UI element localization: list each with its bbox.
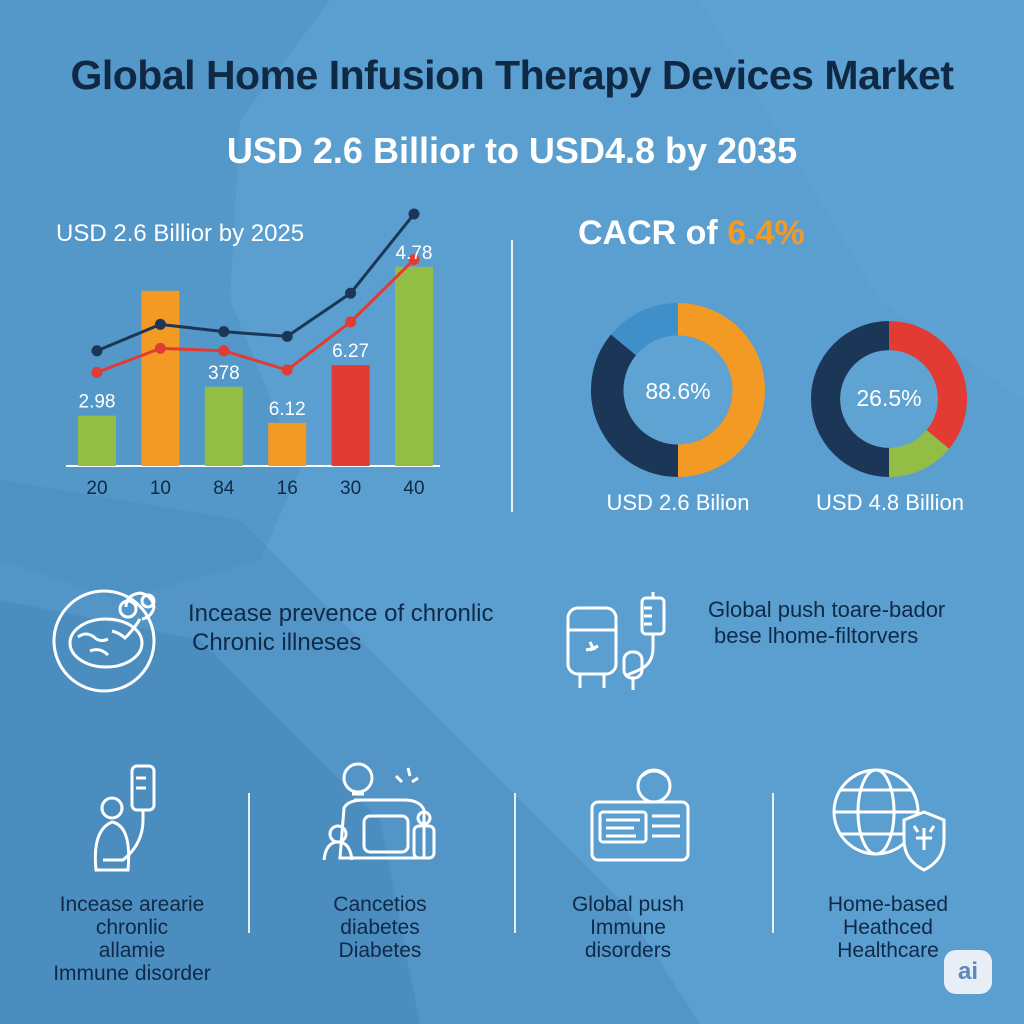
bottom-1-line1: Incease arearie (59, 893, 205, 916)
monitor-device-icon (590, 768, 690, 862)
bar-chart: 2.98 378 6.12 6.27 4.78 20 10 84 16 30 40 (66, 208, 440, 499)
donut-2-label: USD 4.8 Billion (816, 490, 964, 515)
donut-1-center-label: 88.6% (645, 378, 711, 404)
donut-1-slice-0 (677, 303, 765, 477)
chart-divider (511, 240, 513, 512)
trend-point-2-3 (281, 364, 293, 376)
x-tick-5: 40 (403, 478, 424, 499)
data-label-5: 4.78 (396, 243, 433, 264)
bottom-label-1: Incease arearie chronlic allamie Immune … (42, 893, 222, 985)
bottom-divider-2 (514, 793, 516, 933)
donut-2-slice-1 (888, 429, 950, 477)
donut-1-label: USD 2.6 Bilion (606, 490, 750, 515)
bottom-3-line2: Immune (590, 916, 666, 940)
bottom-label-4: Home-based Heathced Healthcare (798, 893, 978, 962)
feature-1-line1: Incease prevence of chronlic (188, 600, 494, 627)
x-tick-4: 30 (340, 478, 361, 499)
trend-point-2-2 (218, 345, 230, 357)
cagr-prefix: CACR of (578, 214, 718, 252)
cagr-value: 6.4% (727, 214, 805, 252)
trend-point-2-1 (154, 342, 166, 354)
data-label-0: 2.98 (79, 392, 116, 413)
donut-chart-2035 (811, 321, 967, 477)
iv-bag-icon (566, 592, 666, 690)
bar-20 (78, 415, 116, 466)
bottom-1-line4: Immune disorder (53, 962, 211, 986)
trend-point-1-0 (91, 345, 103, 357)
bottom-4-line2: Heathced (843, 916, 933, 940)
trend-point-1-5 (408, 208, 420, 220)
ai-badge: ai (944, 950, 992, 994)
data-label-4: 6.27 (332, 341, 369, 362)
trend-line-1 (96, 213, 416, 353)
trend-line-2 (96, 258, 416, 374)
donut-chart-2026 (591, 303, 765, 477)
bar-chart-title: USD 2.6 Billior by 2025 (56, 220, 305, 247)
bottom-label-2: Cancetios diabetes Diabetes (290, 893, 470, 962)
trend-point-2-4 (345, 316, 357, 328)
donut-2-center-label: 26.5% (856, 385, 922, 411)
bar-10 (141, 290, 180, 466)
bottom-1-line3: allamie (98, 939, 166, 963)
x-tick-2: 84 (213, 478, 235, 499)
data-label-2: 378 (208, 363, 240, 384)
donut-1-slice-2 (610, 303, 679, 356)
x-tick-1: 10 (150, 478, 171, 499)
bar-30 (331, 365, 370, 466)
donut-1-slice-1 (591, 334, 679, 477)
donut-1-hole (623, 335, 733, 445)
bottom-2-line3: Diabetes (338, 939, 422, 963)
bar-16 (268, 422, 307, 466)
globe-stethoscope-icon (52, 589, 156, 693)
x-tick-3: 16 (277, 478, 298, 499)
cagr-heading: CACR of 6.4% (578, 214, 805, 253)
trend-point-1-1 (154, 318, 166, 330)
trend-point-2-5 (408, 254, 420, 266)
trend-point-1-4 (345, 287, 357, 299)
feature-1-line2: Chronic illneses (192, 628, 362, 656)
feature-1-text: Incease prevence of chronlic Chronic ill… (188, 600, 494, 658)
bottom-2-line2: diabetes (340, 916, 420, 940)
bottom-2-line1: Cancetios (333, 893, 427, 916)
feature-2-text: Global push toare-bador bese lhome-filto… (708, 597, 945, 650)
donut-2-slice-2 (811, 321, 890, 477)
feature-2-line1: Global push toare-bador (708, 597, 946, 622)
donut-2-hole (840, 350, 938, 448)
patient-iv-icon (93, 764, 156, 872)
page-title: Global Home Infusion Therapy Devices Mar… (70, 52, 954, 98)
bottom-4-line1: Home-based (827, 893, 949, 916)
trend-point-1-2 (218, 326, 230, 338)
bottom-3-line3: disorders (584, 939, 672, 963)
data-label-3: 6.12 (269, 399, 306, 420)
bottom-divider-3 (772, 793, 774, 933)
x-tick-0: 20 (86, 478, 107, 499)
trend-point-1-3 (281, 330, 293, 342)
bottom-1-line2: chronlic (95, 916, 169, 940)
bottom-4-line3: Healthcare (837, 939, 939, 963)
donut-2-slice-0 (888, 321, 967, 449)
bar-84 (204, 386, 243, 466)
feature-2-line2: bese lhome-filtorvers (714, 623, 919, 649)
trend-point-2-0 (91, 366, 103, 378)
bar-40 (395, 266, 433, 466)
idea-patient-icon (322, 762, 436, 861)
bottom-3-line1: Global push (571, 893, 685, 916)
page-subtitle: USD 2.6 Billior to USD4.8 by 2035 (226, 130, 798, 171)
bottom-divider-1 (248, 793, 250, 933)
globe-shield-icon (832, 768, 946, 872)
bottom-label-3: Global push Immune disorders (538, 893, 718, 962)
